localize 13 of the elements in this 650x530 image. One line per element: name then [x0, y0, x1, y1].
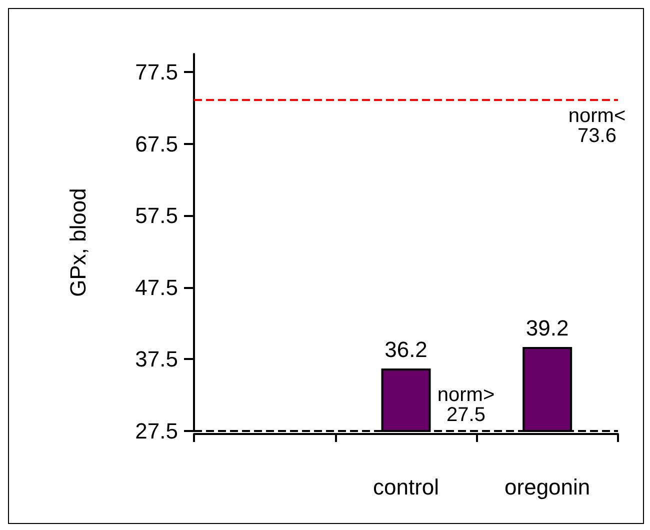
y-tick-label: 57.5: [135, 203, 178, 228]
ref-line-label: norm> 27.5: [437, 384, 495, 426]
ref-line-label: norm< 73.6: [568, 104, 626, 147]
x-tick-label: control: [372, 474, 440, 500]
x-tick-label: oregonin: [504, 474, 590, 500]
y-tick-label: 47.5: [135, 274, 178, 300]
y-tick-label: 77.5: [135, 59, 178, 84]
y-axis-title: GPx, blood: [66, 188, 90, 297]
y-tick-label: 67.5: [135, 131, 178, 156]
data-label: 36.2: [384, 337, 428, 362]
y-tick-label: 37.5: [135, 346, 178, 372]
data-label: 39.2: [526, 315, 569, 340]
y-tick-label: 27.5: [135, 418, 178, 444]
